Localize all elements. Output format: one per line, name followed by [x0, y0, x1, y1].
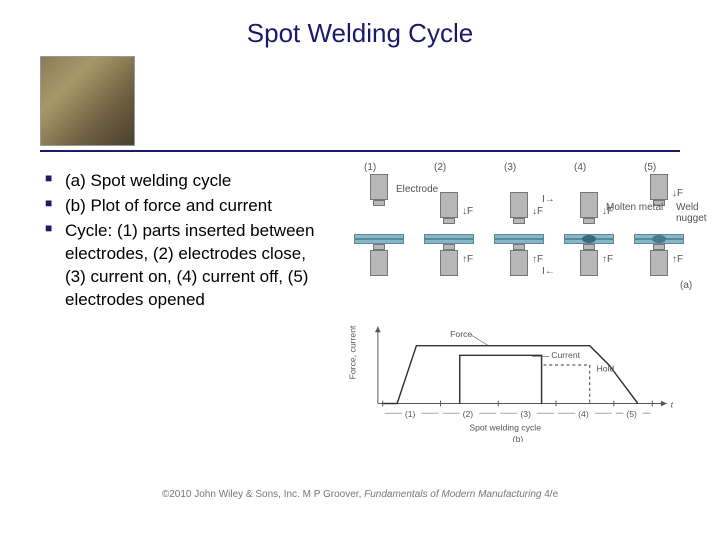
force-legend-line	[471, 335, 488, 346]
stage-number: (3)	[504, 162, 516, 173]
electrode-lower	[370, 250, 388, 276]
panel-b-label: (b)	[513, 434, 524, 442]
y-axis-arrow	[375, 326, 381, 332]
x-segment-label: (5)	[626, 409, 637, 419]
y-axis-label: Force, current	[348, 325, 358, 379]
bullet-list-region: (a) Spot welding cycle (b) Plot of force…	[45, 170, 325, 314]
bullet-list: (a) Spot welding cycle (b) Plot of force…	[45, 170, 325, 312]
horizontal-rule	[40, 150, 680, 152]
electrode-upper-tip	[583, 218, 595, 224]
copyright-text: ©2010 John Wiley & Sons, Inc. M P Groove…	[162, 489, 364, 500]
list-item: (b) Plot of force and current	[45, 195, 325, 218]
force-label: ↓F	[462, 206, 473, 217]
force-label: ↓F	[672, 188, 683, 199]
figure-a: (1)(2)↓F↑F(3)↓F↑FI→I←(4)↓F↑F(5)↓F↑FElect…	[330, 162, 705, 307]
hold-curve	[542, 365, 590, 404]
electrode-upper-tip	[373, 200, 385, 206]
stage-number: (5)	[644, 162, 656, 173]
header: Spot Welding Cycle	[0, 0, 720, 150]
stage-number: (2)	[434, 162, 446, 173]
electrode-lower	[440, 250, 458, 276]
electrode-upper	[580, 192, 598, 218]
electrode-upper	[650, 174, 668, 200]
electrode-upper-tip	[443, 218, 455, 224]
stage-number: (1)	[364, 162, 376, 173]
footer-citation: ©2010 John Wiley & Sons, Inc. M P Groove…	[0, 489, 720, 500]
electrode-lower	[650, 250, 668, 276]
x-axis-arrow	[661, 401, 667, 407]
force-label: ↑F	[672, 254, 683, 265]
figure-b: Force, current (1) (2) (3) (4) (5) t Spot weldi…	[340, 312, 695, 442]
weld-nugget	[652, 235, 666, 243]
force-label: ↓F	[532, 206, 543, 217]
edition-text: 4/e	[541, 489, 558, 500]
hold-legend: Hold	[596, 364, 614, 374]
electrode-callout: Electrode	[396, 184, 438, 195]
nugget-callout: Weld nugget	[676, 202, 707, 224]
plot-caption: Spot welding cycle	[469, 422, 541, 432]
molten-callout: Molten metal	[606, 202, 663, 213]
x-segment-label: (3)	[520, 409, 531, 419]
force-label: ↑F	[602, 254, 613, 265]
book-title: Fundamentals of Modern Manufacturing	[364, 489, 541, 500]
figure-area: (1)(2)↓F↑F(3)↓F↑FI→I←(4)↓F↑F(5)↓F↑FElect…	[330, 162, 705, 462]
electrode-upper	[440, 192, 458, 218]
force-curve	[383, 346, 638, 404]
panel-a-label: (a)	[680, 280, 692, 291]
electrode-upper	[370, 174, 388, 200]
force-label: ↑F	[462, 254, 473, 265]
current-legend: Current	[551, 350, 580, 360]
force-legend: Force	[450, 329, 472, 339]
decorative-thumbnail	[40, 56, 135, 146]
force-label: ↑F	[532, 254, 543, 265]
list-item: (a) Spot welding cycle	[45, 170, 325, 193]
list-item: Cycle: (1) parts inserted between electr…	[45, 220, 325, 312]
current-label: I←	[542, 266, 555, 277]
x-segment-label: (2)	[463, 409, 474, 419]
page-title: Spot Welding Cycle	[0, 18, 720, 49]
x-segment-label: (4)	[578, 409, 589, 419]
electrode-lower	[580, 250, 598, 276]
x-segment-label: (1)	[405, 409, 416, 419]
x-axis-label: t	[671, 399, 674, 409]
electrode-lower	[510, 250, 528, 276]
electrode-upper-tip	[513, 218, 525, 224]
electrode-upper	[510, 192, 528, 218]
stage-number: (4)	[574, 162, 586, 173]
current-label: I→	[542, 194, 555, 205]
molten-nugget	[582, 235, 596, 243]
current-curve	[460, 355, 542, 403]
